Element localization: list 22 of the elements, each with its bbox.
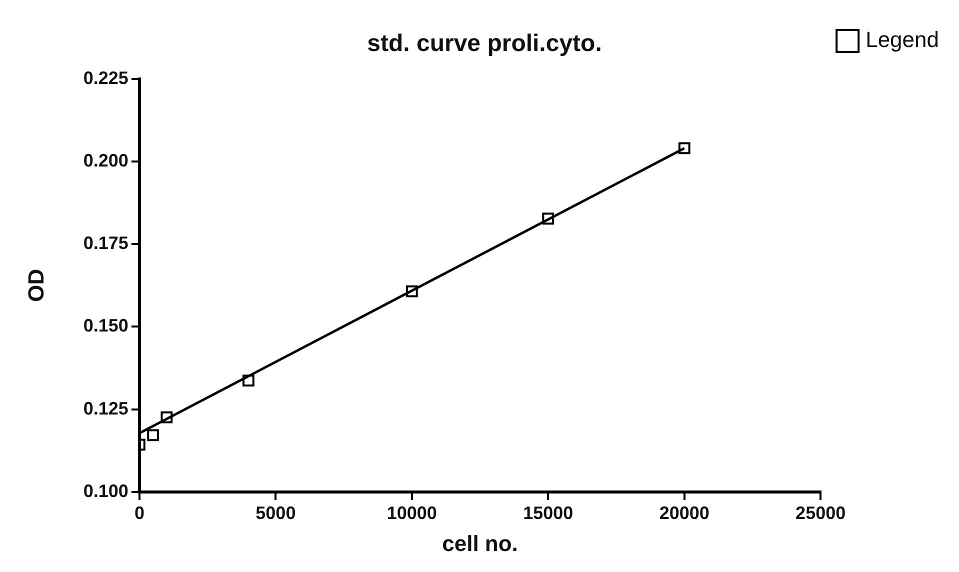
point — [406, 285, 418, 298]
x-tick-label: 5000 — [256, 502, 296, 523]
x-tick-label: 0 — [134, 502, 144, 523]
y-tick-label: 0.150 — [83, 316, 128, 336]
point — [542, 212, 554, 225]
point — [242, 374, 254, 387]
point — [147, 429, 160, 442]
y-tick-label: 0.175 — [83, 233, 128, 254]
y-tick-label: 0.125 — [83, 398, 128, 418]
y-tick-label: 0.225 — [83, 68, 128, 88]
x-tick-label: 20000 — [659, 502, 710, 523]
legend-label: Legend — [866, 27, 940, 52]
point — [678, 142, 690, 154]
chart-title: std. curve proli.cyto. — [367, 30, 602, 58]
y-tick-label: 0.100 — [83, 480, 128, 501]
x-tick-label: 25000 — [796, 502, 846, 523]
x-tick-label: 10000 — [386, 502, 437, 523]
point — [160, 411, 173, 424]
y-axis-title: OD — [23, 268, 48, 302]
x-tick-label: 15000 — [523, 502, 574, 523]
y-tick-label: 0.200 — [83, 150, 128, 170]
x-axis-title: cell no. — [442, 530, 518, 556]
